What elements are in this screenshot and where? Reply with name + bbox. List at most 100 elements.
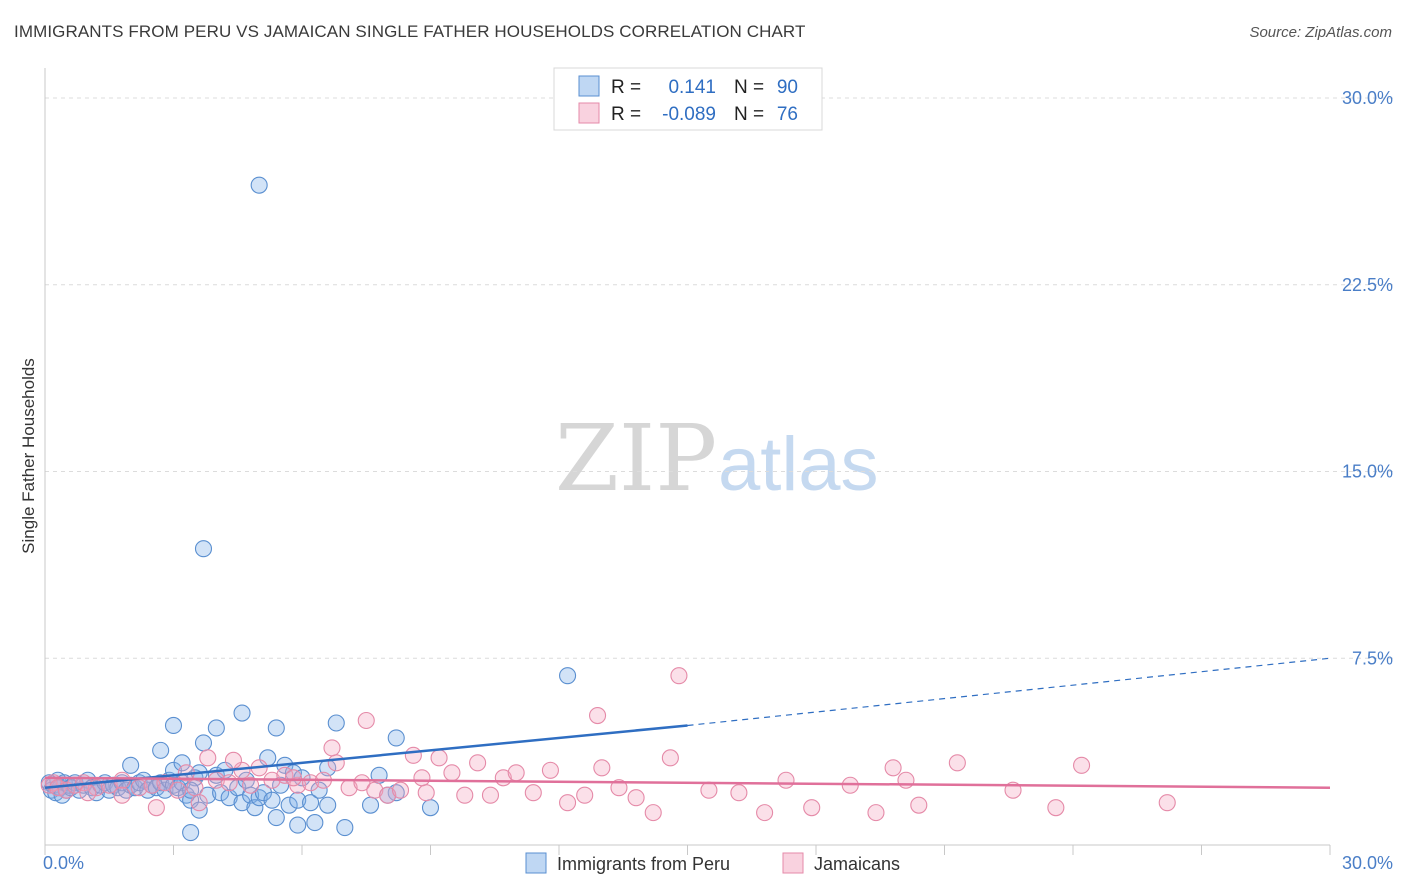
point-peru [194,734,213,752]
point-peru [327,714,345,732]
point-jamaicans [777,771,795,789]
point-jamaicans [1073,756,1091,774]
grid [45,97,1394,659]
point-jamaicans [113,786,131,804]
point-jamaicans [559,794,577,812]
point-jamaicans [670,667,688,685]
chart-title: IMMIGRANTS FROM PERU VS JAMAICAN SINGLE … [14,22,806,41]
stats-legend-swatch-peru [578,75,600,97]
point-jamaicans [644,804,662,822]
series-legend-label-jamaicans: Jamaicans [814,854,900,874]
series-legend-swatch-jamaicans [782,852,804,874]
point-jamaicans [897,771,915,789]
point-jamaicans [884,759,902,777]
point-jamaicans [700,781,718,799]
point-jamaicans [524,784,542,802]
point-jamaicans [190,794,208,812]
trend-lines [44,657,1331,789]
point-jamaicans [379,786,397,804]
point-jamaicans [147,799,165,817]
point-peru [194,540,213,558]
point-jamaicans [430,749,448,767]
point-peru [267,719,285,737]
point-jamaicans [366,781,384,799]
x-tick-label-max: 30.0% [1342,853,1393,873]
point-jamaicans [224,751,243,769]
point-peru [306,814,324,832]
point-jamaicans [803,799,821,817]
point-peru [207,719,225,737]
point-peru [302,794,320,812]
stats-legend-n-label-peru: N = [734,77,764,98]
point-jamaicans [1158,794,1176,812]
point-peru [336,819,354,837]
point-jamaicans [948,754,966,772]
point-peru [319,796,337,814]
point-jamaicans [323,739,341,757]
point-jamaicans [220,774,238,792]
point-peru [263,791,281,809]
point-peru [267,809,285,827]
chart-source: Source: ZipAtlas.com [1249,24,1392,41]
stats-legend-r-label-peru: R = [611,77,641,98]
point-jamaicans [661,749,679,767]
point-jamaicans [186,779,204,797]
point-peru [361,796,380,814]
point-jamaicans [593,759,611,777]
y-axis-label: Single Father Households [19,358,38,554]
watermark-atlas: atlas [718,422,879,507]
point-peru [421,799,440,817]
point-jamaicans [391,781,410,799]
series-legend-swatch-peru [525,852,547,874]
trend-line-extension-peru [687,657,1331,727]
y-tick-labels: 7.5% 15.0% 22.5% 30.0% [1342,88,1393,668]
point-peru [173,754,191,772]
point-jamaicans [169,781,187,799]
stats-legend-n-label-jamaicans: N = [734,104,764,125]
point-jamaicans [417,784,435,802]
point-jamaicans [541,761,559,779]
y-tick-label: 15.0% [1342,462,1393,482]
point-jamaicans [730,784,748,802]
trend-line-jamaicans [44,776,1331,789]
point-jamaicans [327,754,345,772]
point-jamaicans [284,769,302,787]
axes [44,68,1331,855]
point-jamaicans [357,711,375,730]
series-legend-label-peru: Immigrants from Peru [557,854,730,874]
y-tick-label: 7.5% [1352,648,1393,668]
point-jamaicans [576,786,594,804]
point-jamaicans [610,779,628,797]
point-peru [289,791,307,809]
point-peru [559,667,577,685]
point-peru [233,704,251,722]
point-jamaicans [199,749,217,767]
point-peru [289,816,307,834]
stats-legend-r-value-peru: 0.141 [668,77,716,98]
point-jamaicans [443,764,461,782]
point-jamaicans [910,796,928,814]
stats-legend-n-value-peru: 90 [777,77,798,98]
watermark-zip: ZIP [555,405,717,512]
point-peru [387,729,405,747]
x-tick-label-min: 0.0% [43,853,84,873]
point-jamaicans [242,776,260,794]
point-peru [250,176,268,194]
point-jamaicans [627,789,645,807]
y-tick-label: 30.0% [1342,88,1393,108]
point-jamaicans [867,804,885,822]
point-jamaicans [79,784,97,802]
point-jamaicans [413,769,431,787]
point-jamaicans [1047,799,1065,817]
series-legend: Immigrants from Peru Jamaicans [525,852,900,874]
point-peru [182,823,200,842]
point-peru [122,756,140,774]
point-jamaicans [456,786,474,804]
point-peru [246,799,264,817]
point-jamaicans [507,764,525,782]
stats-legend-r-label-jamaicans: R = [611,104,641,125]
point-peru [280,796,298,814]
point-peru [164,716,183,735]
point-jamaicans [481,786,500,804]
